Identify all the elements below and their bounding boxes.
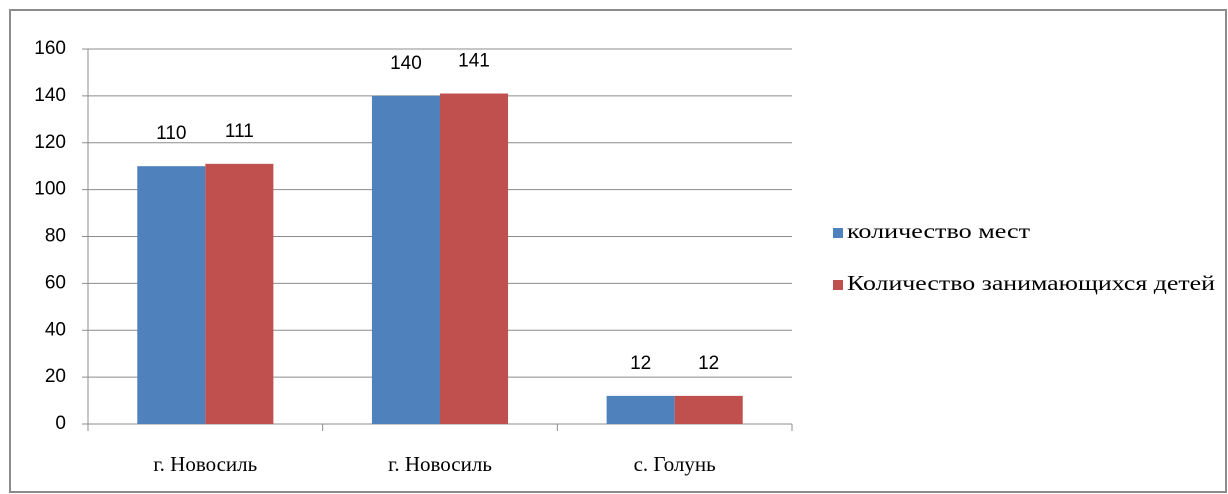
y-tick-label: 140: [34, 85, 66, 106]
data-label: 140: [390, 53, 422, 74]
bar: [137, 166, 206, 424]
data-label: 12: [698, 353, 719, 374]
data-label: 110: [156, 123, 186, 144]
legend-label: Количество занимающихся детей: [847, 271, 1215, 295]
bar: [606, 395, 675, 424]
y-tick-label: 40: [45, 319, 66, 340]
legend-swatch: [833, 280, 843, 290]
bar: [205, 163, 274, 424]
bar: [440, 93, 509, 424]
x-tick-label: с. Голунь: [634, 452, 716, 476]
bar: [371, 95, 440, 424]
y-tick-label: 0: [55, 413, 66, 434]
bar: [674, 395, 743, 424]
legend-label: количество мест: [847, 219, 1030, 243]
y-tick-label: 160: [34, 38, 66, 59]
data-label: 12: [630, 353, 651, 374]
y-tick-label: 80: [45, 226, 66, 247]
data-label: 141: [458, 51, 490, 72]
legend-swatch: [833, 228, 843, 238]
y-tick-label: 100: [34, 179, 66, 200]
y-tick-label: 20: [45, 366, 66, 387]
y-tick-label: 60: [45, 272, 66, 293]
x-tick-label: г. Новосиль: [388, 452, 492, 476]
x-tick-label: г. Новосиль: [153, 452, 257, 476]
y-tick-label: 120: [34, 132, 66, 153]
data-label: 111: [225, 121, 254, 142]
